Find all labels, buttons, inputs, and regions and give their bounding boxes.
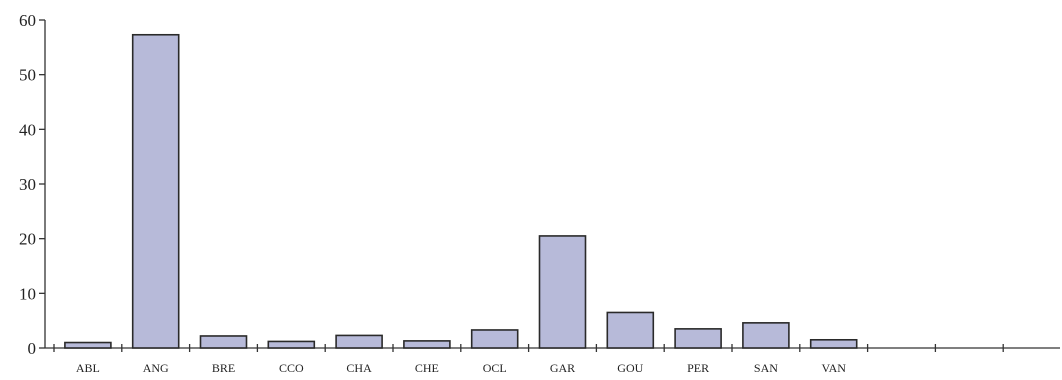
x-tick-label: BRE: [212, 361, 235, 375]
bar-van: [809, 338, 858, 349]
x-tick-label: PER: [687, 361, 709, 375]
x-tick-label: GAR: [550, 361, 575, 375]
bars: [64, 33, 858, 349]
y-tick-label: 20: [19, 230, 36, 249]
bar-san: [742, 322, 790, 349]
x-tick-label: SAN: [754, 361, 778, 375]
x-tick-label: CHE: [415, 361, 439, 375]
x-tick-label: VAN: [821, 361, 846, 375]
bar-bre: [199, 335, 248, 349]
x-tick-label: ABL: [76, 361, 100, 375]
bar-gou: [606, 311, 655, 349]
x-tick-label: CCO: [279, 361, 304, 375]
bar-ocl: [470, 329, 519, 349]
bar-cha: [335, 334, 383, 349]
x-tick-label: CHA: [346, 361, 372, 375]
bar-che: [403, 340, 451, 349]
bar-ang: [131, 33, 180, 349]
y-tick-label: 60: [19, 11, 36, 30]
y-tick-label: 30: [19, 175, 36, 194]
bar-gar: [538, 235, 587, 349]
x-tick-label: GOU: [617, 361, 643, 375]
y-axis: 0 10 20 30 40 50 60: [19, 11, 46, 358]
y-tick-label: 0: [28, 339, 37, 358]
x-tick-label: ANG: [143, 361, 169, 375]
y-tick-label: 50: [19, 66, 36, 85]
y-tick-label: 40: [19, 120, 36, 139]
bar-abl: [64, 341, 112, 349]
bar-per: [674, 328, 722, 349]
x-tick-label: OCL: [483, 361, 507, 375]
bar-cco: [267, 340, 316, 349]
y-tick-label: 10: [19, 284, 36, 303]
